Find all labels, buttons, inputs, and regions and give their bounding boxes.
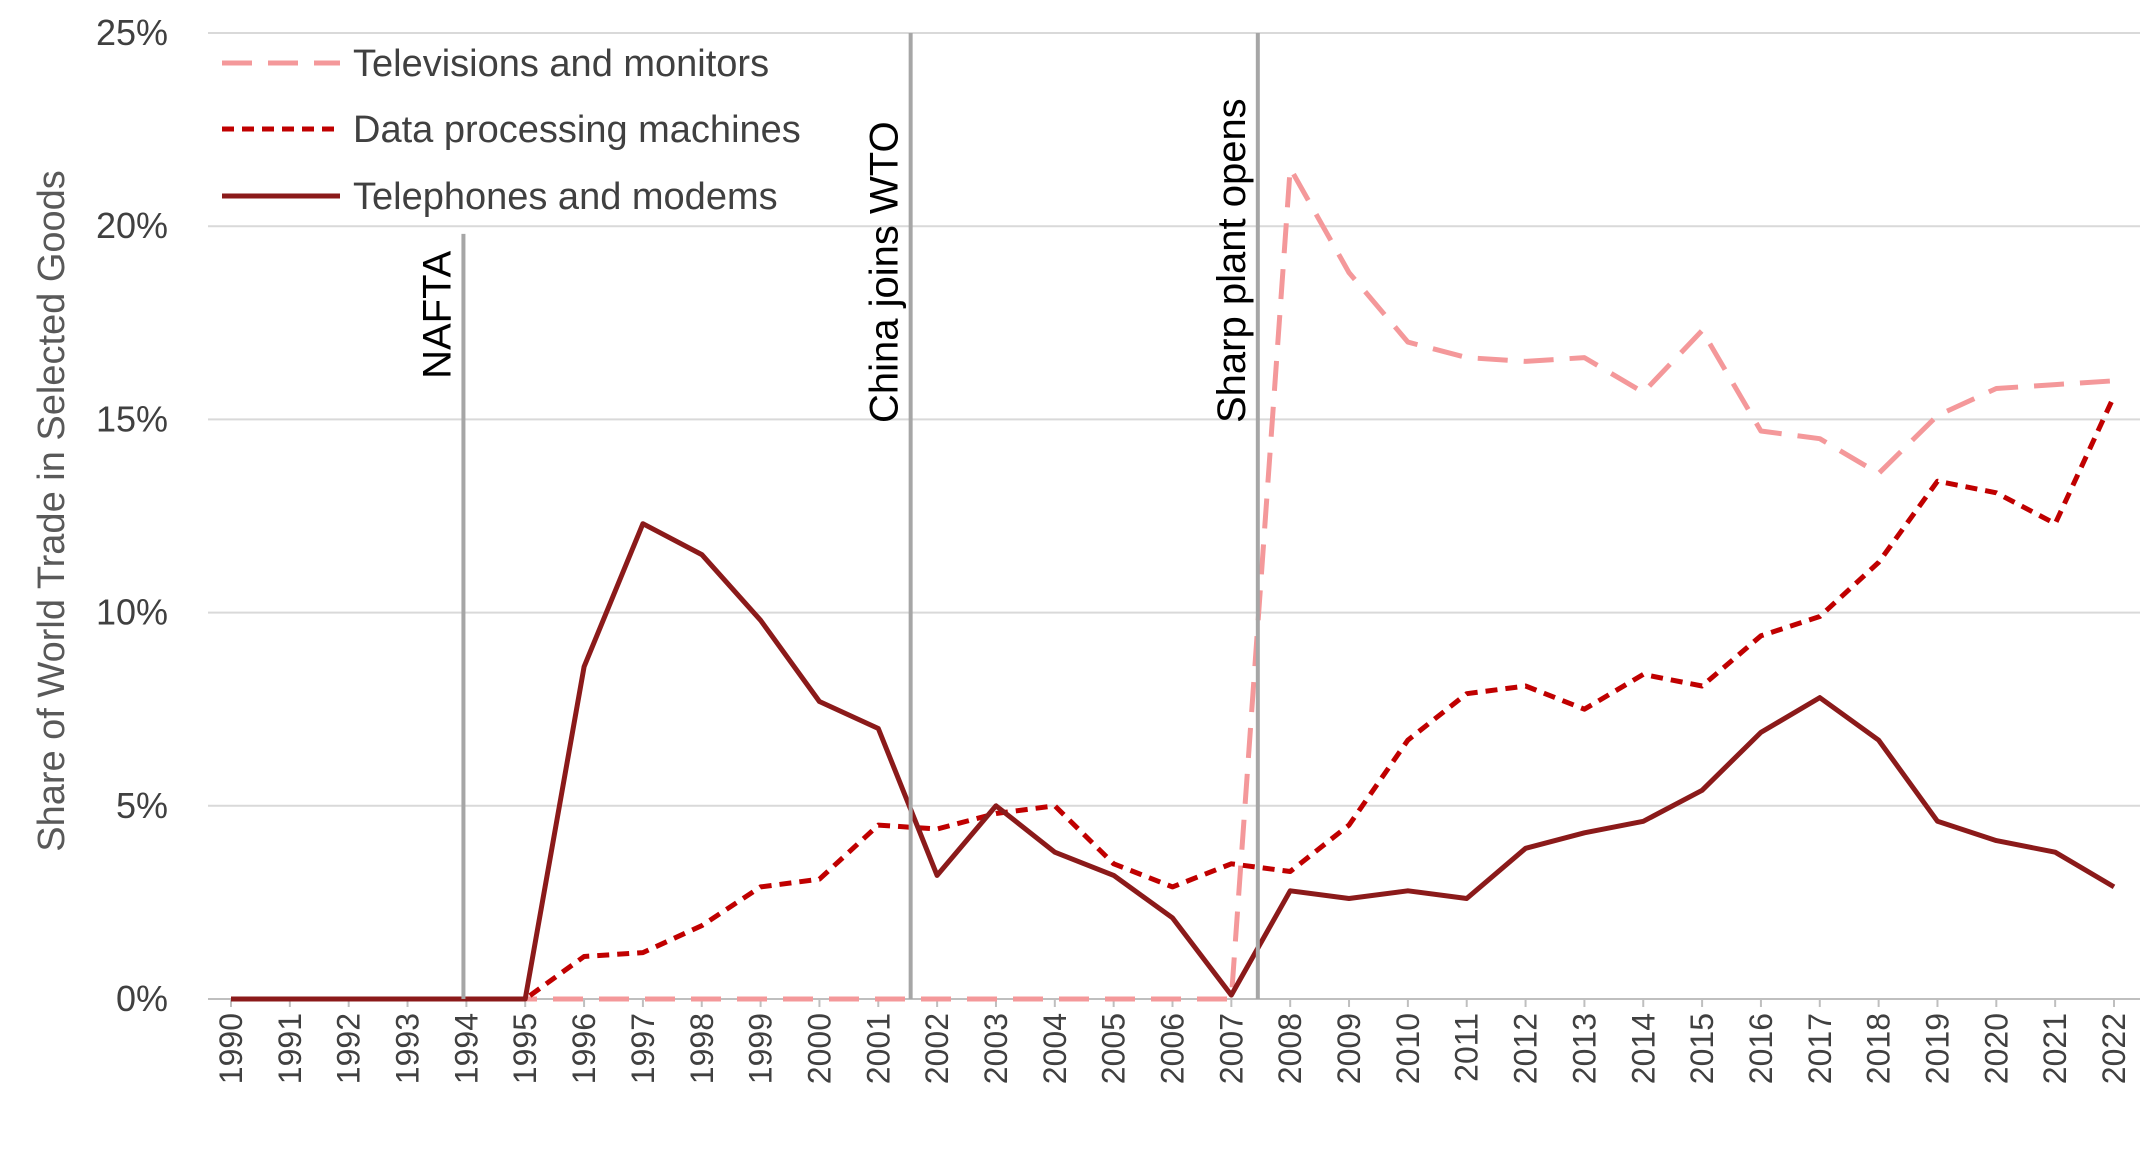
legend-label: Televisions and monitors: [353, 43, 769, 85]
y-axis-title: Share of World Trade in Selected Goods: [31, 170, 73, 852]
x-tick-label: 1990: [213, 1013, 249, 1084]
x-tick-label: 2001: [860, 1013, 896, 1084]
x-tick-label: 1993: [390, 1013, 426, 1084]
x-tick-label: 2019: [1919, 1013, 1955, 1084]
y-tick-label: 15%: [96, 398, 168, 439]
x-tick-label: 2000: [801, 1013, 837, 1084]
x-tick-label: 1997: [625, 1013, 661, 1084]
x-tick-label: 1995: [507, 1013, 543, 1084]
gridlines: [208, 32, 2140, 807]
y-tick-label: 20%: [96, 205, 168, 246]
y-tick-label: 25%: [96, 12, 168, 53]
x-tick-label: 1999: [743, 1013, 779, 1084]
x-tick-label: 2007: [1213, 1013, 1249, 1084]
x-tick-label: 2012: [1508, 1013, 1544, 1084]
series-line: [231, 395, 2117, 1002]
x-tick-label: 2014: [1625, 1013, 1661, 1084]
x-tick-label: 2021: [2037, 1013, 2073, 1084]
x-tick-label: 2003: [978, 1013, 1014, 1084]
y-tick-label: 0%: [116, 978, 168, 1019]
x-tick-label: 1996: [566, 1013, 602, 1084]
event-label: China joins WTO: [863, 121, 907, 423]
x-tick-label: 2002: [919, 1013, 955, 1084]
x-tick-label: 2017: [1802, 1013, 1838, 1084]
x-tick-label: 1992: [331, 1013, 367, 1084]
x-tick-label: 2005: [1096, 1013, 1132, 1084]
y-tick-label: 10%: [96, 592, 168, 633]
event-label: NAFTA: [415, 250, 459, 378]
x-tick-label: 2016: [1743, 1013, 1779, 1084]
x-tick-label: 2015: [1684, 1013, 1720, 1084]
series-line: [231, 521, 2116, 1002]
x-tick-label: 2020: [1978, 1013, 2014, 1084]
y-tick-label: 5%: [116, 785, 168, 826]
legend-label: Telephones and modems: [353, 176, 778, 218]
x-tick-label: 2004: [1037, 1013, 1073, 1084]
x-tick-label: 1994: [448, 1013, 484, 1084]
x-tick-label: 2010: [1390, 1013, 1426, 1084]
series-lines: [231, 165, 2117, 1002]
x-tick-label: 2011: [1449, 1013, 1485, 1082]
x-tick-label: 1991: [272, 1013, 308, 1084]
legend: Televisions and monitors Data processing …: [222, 43, 801, 218]
x-tick-label: 2009: [1331, 1013, 1367, 1084]
x-tick-label: 2013: [1566, 1013, 1602, 1084]
legend-label: Data processing machines: [353, 109, 801, 151]
x-tick-label: 2018: [1861, 1013, 1897, 1084]
event-label: Sharp plant opens: [1210, 98, 1254, 423]
axes: 0% 5% 10% 15% 20% 25% 1990 1991 1992 1993 1994 1995…: [96, 12, 2140, 1084]
x-tick-label: 1998: [684, 1013, 720, 1084]
x-tick-label: 2022: [2096, 1013, 2132, 1084]
event-markers: NAFTA China joins WTO Sharp plant opens: [415, 33, 1260, 999]
series-line: [231, 165, 2115, 1002]
x-tick-label: 2008: [1272, 1013, 1308, 1084]
x-tick-label: 2006: [1155, 1013, 1191, 1084]
